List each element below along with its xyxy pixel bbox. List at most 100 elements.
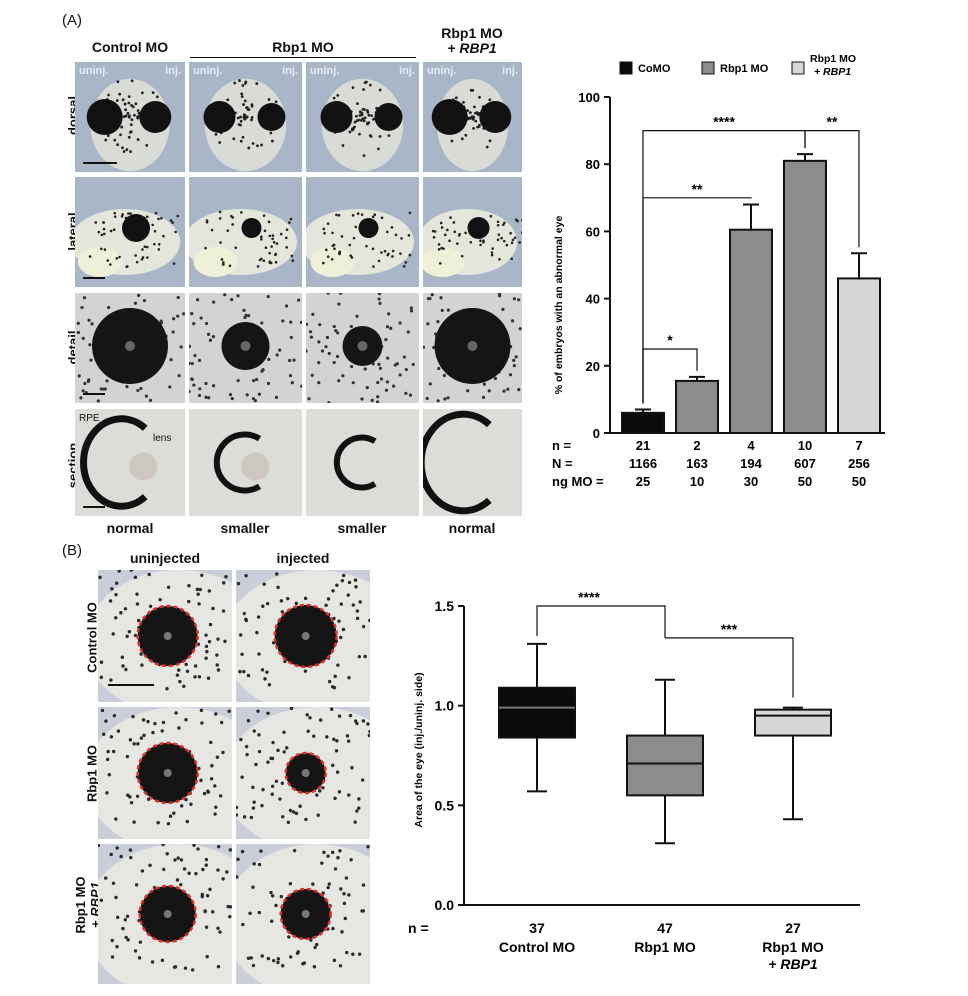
- significance-label: **: [692, 181, 703, 197]
- yolk: [194, 247, 238, 277]
- eye-right: [139, 101, 171, 133]
- bar-table-value: 10: [690, 474, 704, 489]
- image-tile-r1-c3: uninj. inj.: [306, 62, 419, 172]
- box-y-tick-label: 1.5: [435, 598, 455, 614]
- tile-illustration: [98, 844, 232, 984]
- legend-label-rbp1: Rbp1 MO: [720, 63, 769, 75]
- yolk: [311, 247, 355, 277]
- pupil: [241, 341, 251, 351]
- legend-label-rescue-line2: + RBP1: [814, 66, 851, 78]
- box-n-value: 27: [785, 920, 801, 936]
- corner-label-inj: inj.: [502, 65, 518, 77]
- tile-illustration: [423, 62, 522, 172]
- significance-bracket: [643, 131, 805, 404]
- yolk: [78, 247, 122, 277]
- eye-left: [432, 99, 468, 135]
- rpe-arc: [423, 414, 489, 511]
- legend-swatch-rescue: [792, 62, 804, 74]
- tile-illustration: [423, 293, 522, 403]
- significance-bracket: [537, 606, 665, 638]
- eye: [242, 218, 262, 238]
- tile-illustration: [189, 293, 302, 403]
- bar-table-value: 7: [855, 438, 862, 453]
- tile-illustration: [75, 293, 185, 403]
- under-label-col3: smaller: [305, 520, 419, 536]
- image-tile-r3-c2: [189, 293, 302, 403]
- pupil: [164, 910, 172, 918]
- col-title-rescue-line1: Rbp1 MO: [422, 26, 522, 41]
- significance-label: ***: [721, 621, 738, 637]
- bar-table-row-label: ng MO =: [552, 474, 604, 489]
- box-n-value: 37: [529, 920, 545, 936]
- b-row-label-rescue-line1: Rbp1 MO: [73, 845, 88, 965]
- tile-illustration: [236, 844, 370, 984]
- scale-bar: [83, 506, 105, 508]
- bar-3: [730, 230, 772, 433]
- bar-y-tick-label: 100: [578, 90, 600, 105]
- eye: [468, 217, 490, 239]
- image-tile-r4-c1: RPE lens: [75, 409, 185, 516]
- tile-illustration: [236, 570, 370, 702]
- image-tile-r3-c4: [423, 293, 522, 403]
- eye-left: [204, 101, 236, 133]
- tile-illustration: [306, 293, 419, 403]
- under-label-col1: normal: [75, 520, 185, 536]
- bar-table-value: 25: [636, 474, 650, 489]
- rpe-annotation: RPE: [79, 413, 100, 424]
- eye-right: [257, 103, 285, 131]
- significance-label: ****: [578, 590, 600, 605]
- box-category-label: Rbp1 MO: [634, 939, 696, 955]
- rpe-arc: [337, 438, 375, 488]
- tile-illustration: [306, 177, 419, 287]
- scale-bar: [83, 393, 105, 395]
- image-tile-r3-c3: [306, 293, 419, 403]
- scale-bar: [83, 277, 105, 279]
- image-tile-r4-c2: [189, 409, 302, 516]
- eye-right: [374, 103, 402, 131]
- box-y-tick-label: 1.0: [435, 698, 455, 714]
- bar-table-value: 21: [636, 438, 650, 453]
- bar-table-value: 4: [747, 438, 755, 453]
- tile-illustration: [189, 62, 302, 172]
- box-category-label: Control MO: [499, 939, 575, 955]
- col-title-control-mo: Control MO: [75, 40, 185, 55]
- scale-bar: [83, 162, 117, 164]
- image-tile-r1-c2: uninj. inj.: [189, 62, 302, 172]
- pupil: [468, 341, 478, 351]
- image-tile-r1-c1: uninj. inj.: [75, 62, 185, 172]
- col-title-underline: [190, 57, 416, 58]
- eye-right: [479, 101, 511, 133]
- bar-table-value: 50: [852, 474, 866, 489]
- significance-label: ****: [713, 114, 735, 130]
- tile-illustration: [75, 409, 185, 516]
- corner-label-inj: inj.: [282, 65, 298, 77]
- bar-y-tick-label: 40: [586, 292, 600, 307]
- bar-table-value: 163: [686, 456, 708, 471]
- bar-1: [622, 413, 664, 433]
- corner-label-uninj: uninj.: [79, 65, 108, 77]
- pupil: [125, 341, 135, 351]
- b-image-tile-r1-c2: [236, 570, 370, 702]
- image-tile-r2-c2: [189, 177, 302, 287]
- corner-label-inj: inj.: [399, 65, 415, 77]
- bar-table-value: 10: [798, 438, 812, 453]
- panel-a-letter: (A): [62, 12, 82, 29]
- box-2: [627, 736, 703, 796]
- bar-y-tick-label: 80: [586, 157, 600, 172]
- tile-illustration: [189, 177, 302, 287]
- lens: [129, 453, 157, 481]
- bar-2: [676, 381, 718, 433]
- bar-table-value: 2: [693, 438, 700, 453]
- b-image-tile-r2-c1: [98, 707, 232, 839]
- corner-label-uninj: uninj.: [310, 65, 339, 77]
- bar-table-value: 50: [798, 474, 812, 489]
- pupil: [164, 632, 172, 640]
- b-image-tile-r2-c2: [236, 707, 370, 839]
- tile-illustration: [75, 62, 185, 172]
- box-n-label: n =: [408, 920, 429, 936]
- image-tile-r4-c4: [423, 409, 522, 516]
- legend-label-rescue-line1: Rbp1 MO: [810, 53, 856, 65]
- b-image-tile-r1-c1: [98, 570, 232, 702]
- tile-illustration: [98, 707, 232, 839]
- tile-illustration: [189, 409, 302, 516]
